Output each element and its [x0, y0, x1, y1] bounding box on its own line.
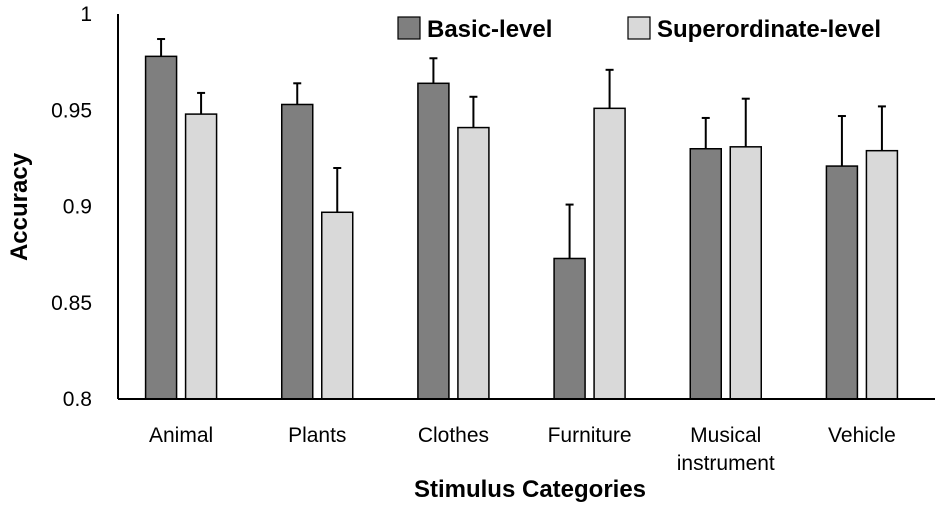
- legend-swatch: [397, 16, 421, 40]
- x-tick-label: Vehicle: [828, 424, 896, 447]
- legend-label: Basic-level: [427, 16, 552, 43]
- bar-superordinate-level-musical-instrument: [729, 146, 762, 400]
- y-tick-label: 0.85: [51, 292, 92, 315]
- bars: [144, 55, 899, 400]
- x-tick-label: Plants: [288, 424, 346, 447]
- x-axis-title: Stimulus Categories: [414, 476, 646, 503]
- bar-basic-level-furniture: [553, 257, 586, 400]
- bar-basic-level-animal: [144, 55, 178, 400]
- x-axis-tick-labels: Animal Plants Clothes Furniture Musical instr…: [149, 424, 896, 475]
- x-tick-label: Musical instrument: [677, 424, 775, 475]
- bar-superordinate-level-plants: [321, 211, 354, 400]
- bar-basic-level-plants: [281, 103, 314, 400]
- bar-basic-level-vehicle: [825, 165, 859, 400]
- legend: Basic-level Superordinate-level: [397, 16, 881, 43]
- legend-swatch: [627, 16, 651, 40]
- bar-superordinate-level-clothes: [457, 126, 490, 400]
- y-axis-ticks: 0.8 0.85 0.9 0.95 1: [51, 3, 92, 411]
- y-tick-label: 0.9: [63, 196, 92, 219]
- x-tick-label: Animal: [149, 424, 213, 447]
- bar-basic-level-clothes: [417, 82, 450, 400]
- legend-label: Superordinate-level: [657, 16, 881, 43]
- y-tick-label: 0.95: [51, 99, 92, 122]
- bar-superordinate-level-vehicle: [865, 149, 899, 400]
- bar-superordinate-level-animal: [184, 113, 218, 400]
- y-tick-label: 1: [80, 3, 92, 26]
- bar-superordinate-level-furniture: [593, 107, 626, 400]
- y-axis-title: Accuracy: [6, 152, 33, 261]
- x-tick-label: Clothes: [418, 424, 489, 447]
- bar-basic-level-musical-instrument: [689, 148, 722, 400]
- error-bars: [157, 38, 886, 259]
- y-tick-label: 0.8: [63, 388, 92, 411]
- x-tick-label: Furniture: [548, 424, 632, 447]
